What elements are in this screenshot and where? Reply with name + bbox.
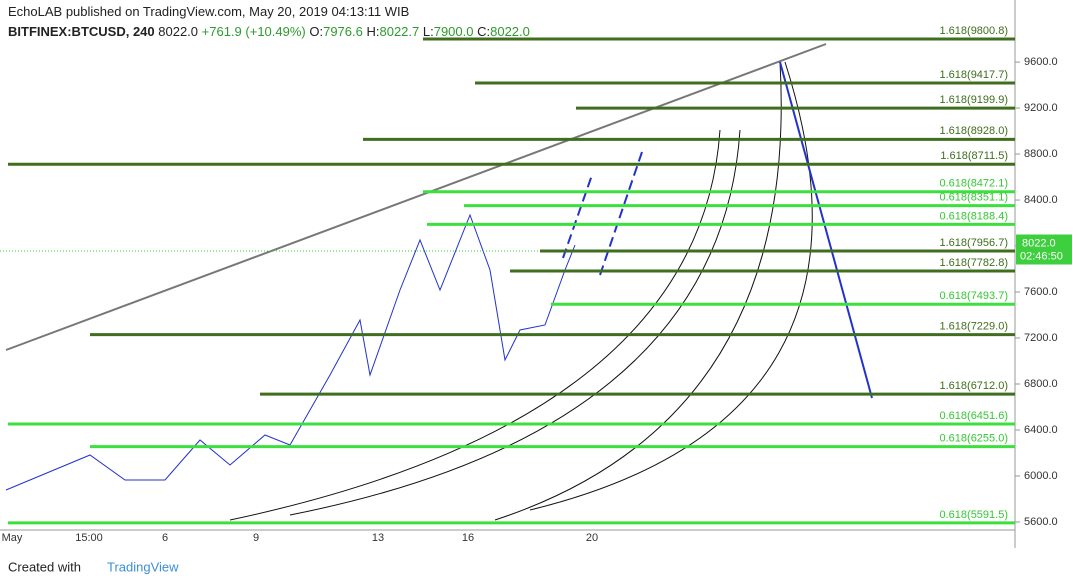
trend-line bbox=[5, 43, 827, 351]
levels: 1.618(9800.8) 1.618(9417.7) 1.618(9199.9) 1… bbox=[8, 25, 1015, 525]
arrow bbox=[599, 151, 643, 276]
arrow bbox=[562, 174, 593, 259]
arrow bbox=[779, 61, 873, 399]
x-tick-label: 15:00 bbox=[75, 532, 103, 544]
level-label: 1.618(9800.8) bbox=[940, 25, 1009, 37]
quote-line: BITFINEX:BTCUSD, 240 8022.0 +761.9 (+10.… bbox=[8, 22, 530, 42]
level-label: 1.618(8711.5) bbox=[940, 150, 1008, 162]
arcs bbox=[229, 61, 813, 521]
symbol: BITFINEX:BTCUSD, 240 bbox=[8, 24, 155, 39]
arc bbox=[529, 61, 813, 511]
price-tag-bg bbox=[1016, 234, 1072, 265]
x-tick-label: May bbox=[2, 532, 23, 544]
level-label: 0.618(7493.7) bbox=[940, 290, 1009, 302]
level-label: 0.618(6451.6) bbox=[940, 410, 1009, 422]
publisher: EchoLAB published on TradingView.com, Ma… bbox=[8, 4, 410, 19]
y-tick-label: 6400.0 bbox=[1024, 424, 1058, 436]
x-tick-label: 16 bbox=[462, 532, 474, 544]
y-tick-label: 8800.0 bbox=[1024, 148, 1058, 160]
level-label: 1.618(8928.0) bbox=[940, 125, 1009, 137]
price-axis: 9600.0 9200.0 8800.0 8400.0 8000.0 7600.0 7200… bbox=[1015, 56, 1072, 528]
level-label: 0.618(5591.5) bbox=[940, 509, 1009, 521]
y-tick-label: 9600.0 bbox=[1024, 56, 1058, 68]
arc bbox=[289, 129, 741, 516]
y-tick-label: 7600.0 bbox=[1024, 286, 1058, 298]
plot-area bbox=[0, 0, 1015, 530]
y-tick-label: 8000.0 bbox=[1024, 240, 1058, 252]
open: 7976.6 bbox=[323, 24, 363, 39]
level-label: 1.618(9417.7) bbox=[940, 69, 1009, 81]
low: 7900.0 bbox=[433, 24, 474, 39]
c-label: C: bbox=[477, 24, 491, 39]
level-label: 1.618(7782.8) bbox=[940, 257, 1009, 269]
h-label: H: bbox=[366, 24, 380, 39]
level-label: 1.618(6712.0) bbox=[940, 380, 1009, 392]
y-tick-label: 7200.0 bbox=[1024, 332, 1058, 344]
price-zigzag bbox=[5, 213, 576, 491]
last: 8022.0 bbox=[158, 24, 199, 39]
level-label: 0.618(8472.1) bbox=[940, 178, 1009, 190]
y-tick-label: 6800.0 bbox=[1024, 378, 1058, 390]
level-label: 1.618(7229.0) bbox=[940, 321, 1009, 333]
footer-brand[interactable]: TradingView bbox=[107, 559, 179, 574]
y-tick-label: 9200.0 bbox=[1024, 102, 1058, 114]
level-label: 1.618(7956.7) bbox=[940, 237, 1009, 249]
level-label: 0.618(6255.0) bbox=[940, 433, 1009, 445]
y-tick-label: 8400.0 bbox=[1024, 194, 1058, 206]
level-label: 0.618(8188.4) bbox=[940, 210, 1009, 222]
x-tick-label: 13 bbox=[372, 532, 384, 544]
level-label: 1.618(9199.9) bbox=[940, 94, 1009, 106]
x-tick-label: 20 bbox=[586, 532, 598, 544]
projection-arrows bbox=[562, 61, 873, 399]
level-label: 0.618(8351.1) bbox=[940, 192, 1009, 204]
close: 8022.0 bbox=[490, 24, 530, 39]
l-label: L: bbox=[422, 24, 434, 39]
price-tag: 8022.0 bbox=[1022, 237, 1056, 249]
o-label: O: bbox=[309, 24, 324, 39]
y-tick-label: 5600.0 bbox=[1024, 516, 1058, 528]
time-axis: May 15:00 6 9 13 16 20 bbox=[2, 532, 599, 544]
x-tick-label: 6 bbox=[162, 532, 168, 544]
y-tick-label: 6000.0 bbox=[1024, 470, 1058, 482]
x-tick-label: 9 bbox=[253, 532, 259, 544]
footer-created: Created with bbox=[8, 559, 81, 574]
high: 8022.7 bbox=[379, 24, 420, 39]
arc bbox=[494, 61, 782, 521]
change: +761.9 (+10.49%) bbox=[201, 24, 306, 39]
arc bbox=[229, 129, 721, 521]
countdown: 02:46:50 bbox=[1020, 250, 1063, 262]
header: EchoLAB published on TradingView.com, Ma… bbox=[8, 2, 530, 42]
